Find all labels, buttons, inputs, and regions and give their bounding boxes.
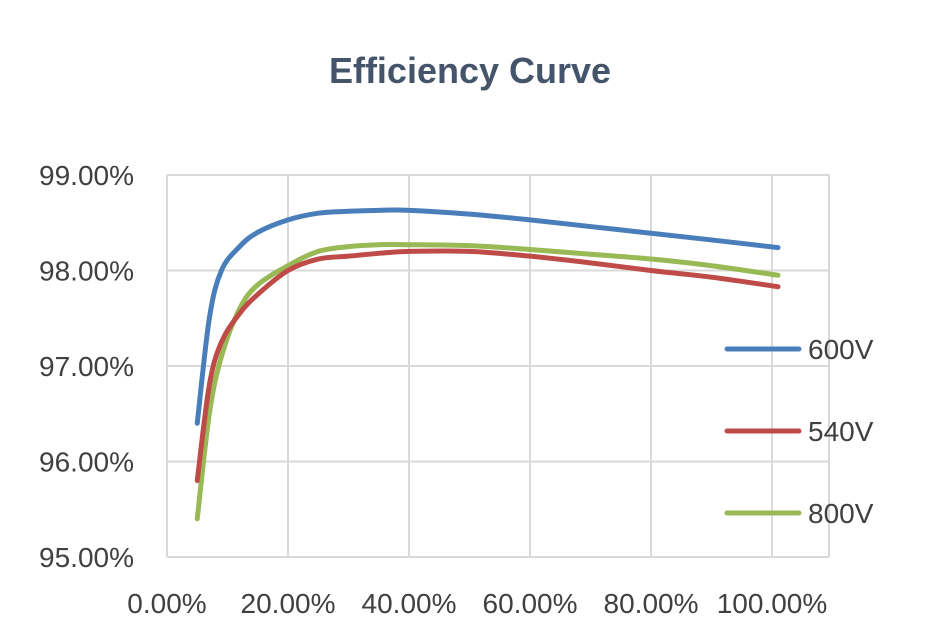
y-tick-label: 96.00% xyxy=(39,447,134,478)
axis-ticks: 95.00% 96.00% 97.00% 98.00% 99.00% 0.00% 20.00… xyxy=(39,160,827,619)
y-tick-label: 97.00% xyxy=(39,351,134,382)
x-tick-label: 100.00% xyxy=(717,588,828,619)
series-line-540V xyxy=(194,248,781,484)
legend: 600V 540V 800V xyxy=(724,334,874,529)
series-line-600V xyxy=(194,207,781,426)
legend-label-800V: 800V xyxy=(808,498,874,529)
y-tick-label: 98.00% xyxy=(39,256,134,287)
x-tick-label: 80.00% xyxy=(604,588,699,619)
y-tick-label: 95.00% xyxy=(39,542,134,573)
chart-title: Efficiency Curve xyxy=(329,50,611,91)
series-line-800V xyxy=(194,242,781,522)
series-lines xyxy=(194,207,781,522)
x-tick-label: 60.00% xyxy=(483,588,578,619)
x-tick-label: 20.00% xyxy=(241,588,336,619)
x-tick-label: 40.00% xyxy=(362,588,457,619)
x-tick-label: 0.00% xyxy=(127,588,206,619)
gridlines xyxy=(166,174,830,558)
legend-label-540V: 540V xyxy=(808,416,874,447)
y-tick-label: 99.00% xyxy=(39,160,134,191)
legend-label-600V: 600V xyxy=(808,334,874,365)
